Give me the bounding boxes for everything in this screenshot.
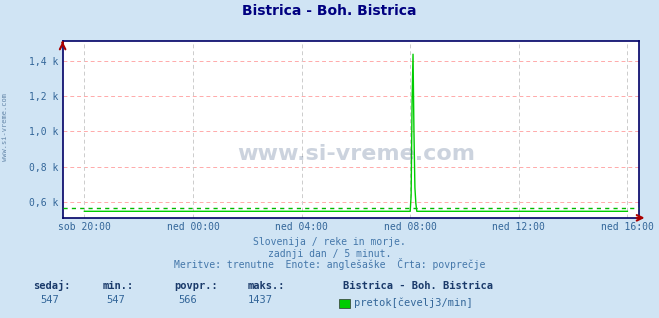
Text: min.:: min.: — [102, 281, 133, 291]
Text: povpr.:: povpr.: — [175, 281, 218, 291]
Text: Bistrica - Boh. Bistrica: Bistrica - Boh. Bistrica — [243, 4, 416, 18]
Text: pretok[čevelj3/min]: pretok[čevelj3/min] — [354, 297, 473, 308]
Text: Bistrica - Boh. Bistrica: Bistrica - Boh. Bistrica — [343, 281, 493, 291]
Text: Slovenija / reke in morje.: Slovenija / reke in morje. — [253, 238, 406, 247]
Text: sedaj:: sedaj: — [33, 280, 71, 291]
Text: maks.:: maks.: — [247, 281, 285, 291]
Text: 566: 566 — [179, 295, 197, 305]
Text: www.si-vreme.com: www.si-vreme.com — [237, 144, 475, 164]
Text: zadnji dan / 5 minut.: zadnji dan / 5 minut. — [268, 249, 391, 259]
Text: 547: 547 — [40, 295, 59, 305]
Text: Meritve: trenutne  Enote: anglešaške  Črta: povprečje: Meritve: trenutne Enote: anglešaške Črta… — [174, 259, 485, 270]
Text: www.si-vreme.com: www.si-vreme.com — [2, 93, 9, 161]
Text: 547: 547 — [106, 295, 125, 305]
Text: 1437: 1437 — [248, 295, 273, 305]
